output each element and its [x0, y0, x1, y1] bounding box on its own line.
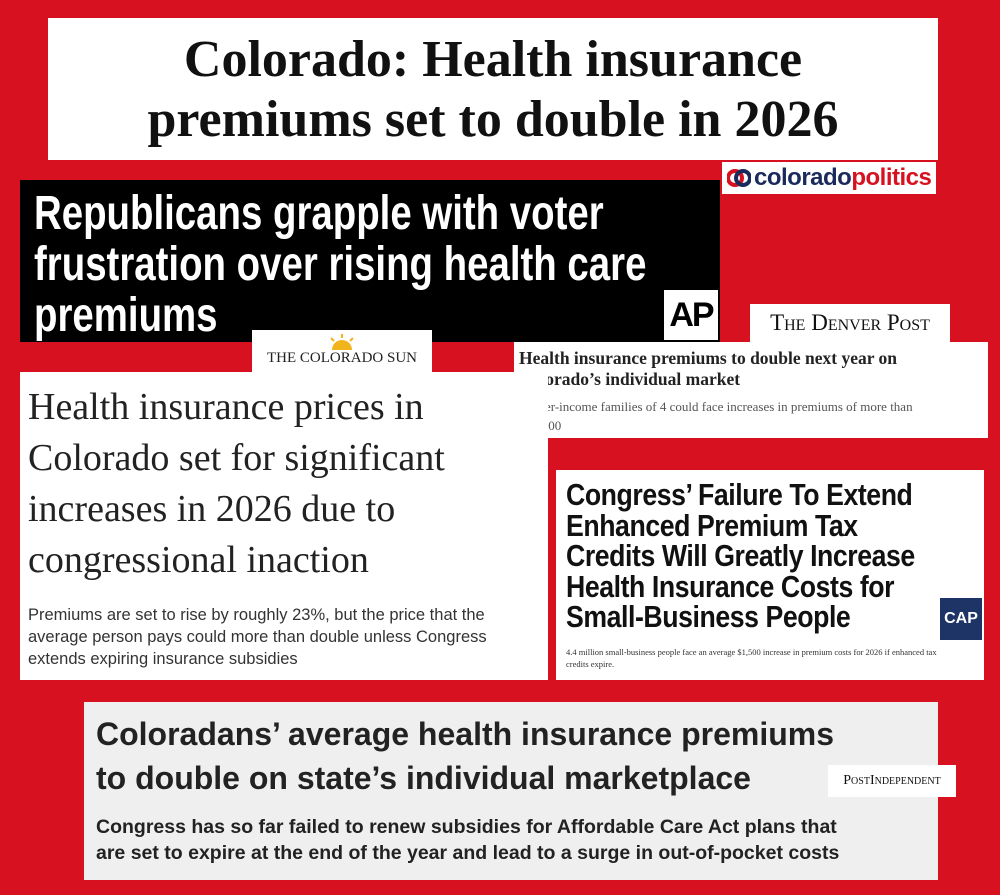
- clipping: Colorado: Health insurance premiums set …: [48, 18, 938, 160]
- logo-sun: [330, 334, 354, 350]
- clipping: Health insurance prices in Colorado set …: [20, 372, 548, 680]
- headline-line: frustration over rising health care: [34, 238, 647, 291]
- subhead-line: Higher-income families of 4 could face i…: [519, 399, 913, 414]
- headline-line: congressional inaction: [28, 539, 369, 581]
- source-logo: CAP: [940, 598, 982, 640]
- subhead-line: average person pays could more than doub…: [28, 628, 487, 646]
- subhead-line: 4.4 million small-business people face a…: [566, 647, 937, 657]
- headline-line: Colorado set for significant: [28, 437, 445, 479]
- headline-line: Colorado: Health insurance: [183, 31, 803, 88]
- headline-line: Colorado’s individual market: [519, 369, 741, 389]
- source-logo: AP: [664, 290, 718, 340]
- source-logo: PostIndependent: [828, 765, 956, 797]
- headline-line: Health insurance premiums to double next…: [519, 348, 898, 368]
- source-logo: THE COLORADO SUN: [252, 330, 432, 372]
- source-logo: The Denver Post: [750, 304, 950, 342]
- clipping: Republicans grapple with voter frustrati…: [20, 180, 720, 342]
- headline-line: Credits Will Greatly Increase: [566, 538, 915, 573]
- headline-line: Health Insurance Costs for: [566, 568, 895, 604]
- clipping: Coloradans’ average health insurance pre…: [84, 702, 938, 880]
- logo-text: politics: [851, 164, 932, 191]
- headline-line: Congress’ Failure To Extend: [566, 477, 913, 512]
- subhead-line: Premiums are set to rise by roughly 23%,…: [28, 606, 485, 624]
- logo-text: THE COLORADO SUN: [267, 350, 417, 366]
- subhead-line: Congress has so far failed to renew subs…: [96, 816, 837, 838]
- headline-line: Republicans grapple with voter: [34, 187, 604, 240]
- source-logo: coloradopolitics: [722, 162, 936, 194]
- headline-line: premiums set to double in 2026: [147, 91, 839, 148]
- subhead-line: extends expiring insurance subsidies: [28, 650, 298, 668]
- subhead-line: are set to expire at the end of the year…: [96, 842, 840, 864]
- headline-line: increases in 2026 due to: [28, 488, 396, 530]
- headline-line: Small-Business People: [566, 599, 851, 634]
- headline-line: premiums: [34, 289, 218, 342]
- headline-line: Coloradans’ average health insurance pre…: [96, 716, 835, 752]
- logo-text: Post: [843, 773, 870, 788]
- logo-text: colorado: [754, 164, 852, 191]
- subhead-line: credits expire.: [566, 659, 615, 669]
- logo-icon: [727, 169, 751, 187]
- headline-line: Health insurance prices in: [28, 386, 424, 428]
- clipping: Health insurance premiums to double next…: [514, 342, 988, 438]
- clipping: Congress’ Failure To Extend Enhanced Pre…: [556, 470, 984, 680]
- subhead-line: $10,000: [519, 416, 988, 435]
- headline-line: Enhanced Premium Tax: [566, 507, 858, 543]
- logo-text: Independent: [869, 773, 941, 788]
- headline-line: to double on state’s individual marketpl…: [96, 760, 751, 796]
